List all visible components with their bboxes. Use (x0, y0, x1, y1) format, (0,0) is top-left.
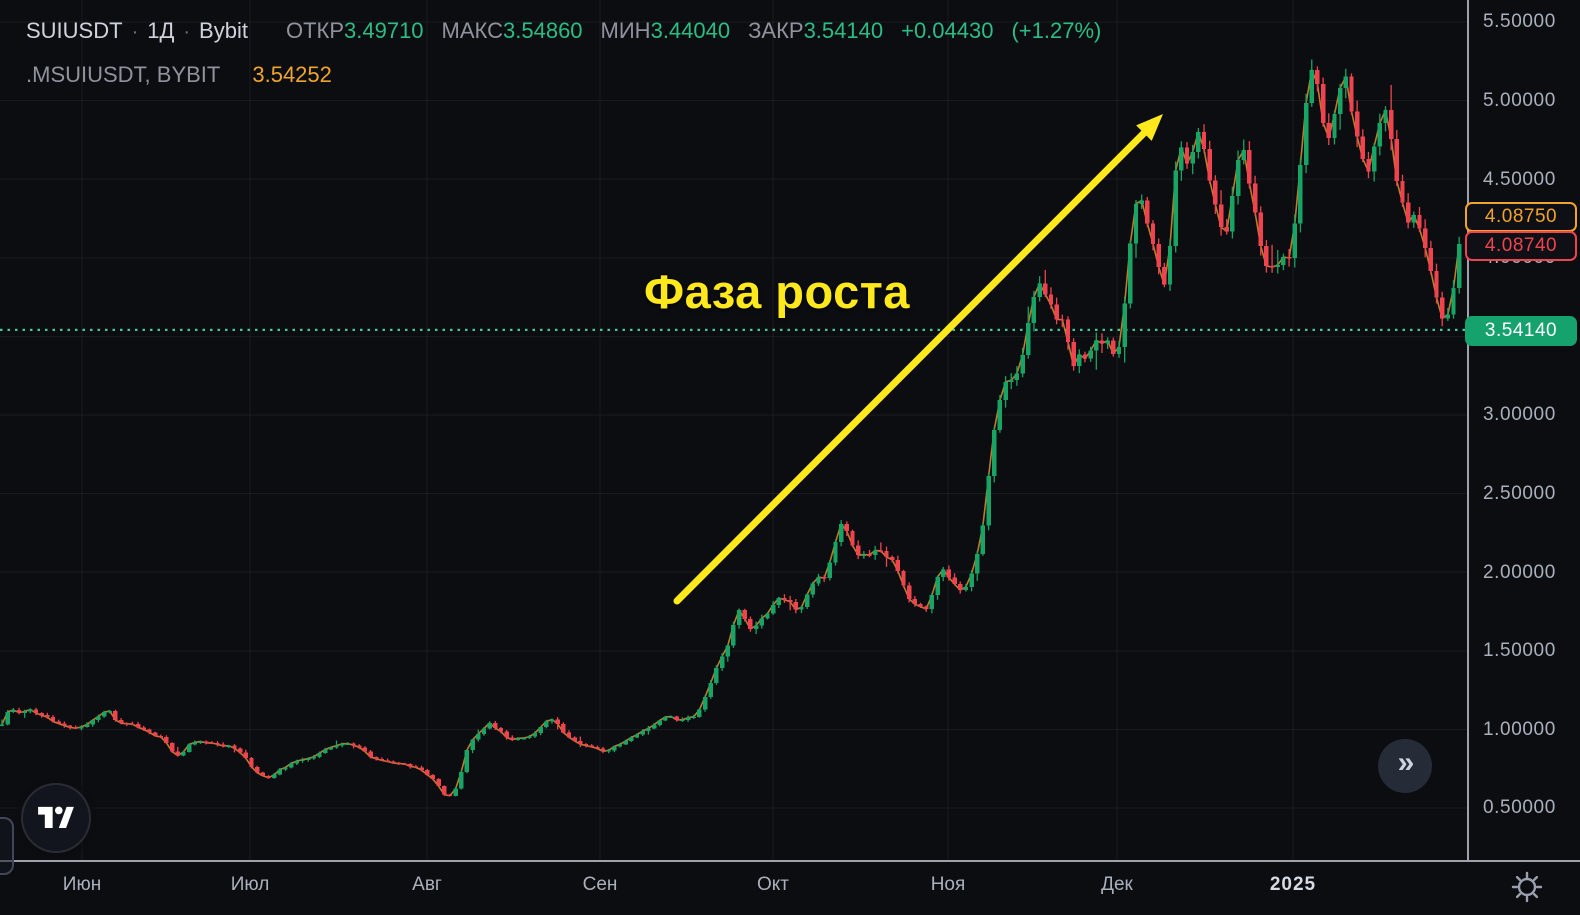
month-label: Июл (230, 874, 270, 895)
growth-arrow[interactable] (673, 114, 1163, 605)
scroll-right-button[interactable]: » (1378, 739, 1432, 793)
appearance-settings-button[interactable] (1508, 868, 1546, 906)
ohlc-open: ОТКР3.49710 (285, 18, 424, 43)
time-axis[interactable]: Июн Июл Авг Сен Окт Ноя Дек 2025 (0, 860, 1580, 915)
tradingview-icon (38, 806, 74, 829)
ohlc-high: МАКС3.54860 (441, 18, 583, 43)
price-axis[interactable]: 0.50000 1.00000 1.50000 2.00000 2.50000 3.000… (1465, 0, 1580, 860)
sun-icon (1511, 871, 1543, 903)
growth-phase-label[interactable]: Фаза роста (644, 265, 910, 318)
price-tick-label: 5.50000 (1483, 11, 1556, 32)
candles (0, 59, 1462, 797)
change-absolute: +0.04430 (901, 18, 994, 43)
interval-label[interactable]: 1Д (147, 18, 175, 43)
month-label: Авг (412, 874, 442, 895)
ohlc-low: МИН3.44040 (600, 18, 731, 43)
grid-lines (0, 0, 1467, 860)
orange-price-badge: 4.08750 (1465, 202, 1577, 232)
month-label: Окт (756, 874, 790, 895)
price-tick-label: 2.50000 (1483, 483, 1556, 504)
price-tick-label: 3.00000 (1483, 404, 1556, 425)
change-percent: (+1.27%) (1011, 18, 1102, 43)
left-edge-button[interactable] (0, 817, 14, 875)
price-tick-label: 2.00000 (1483, 562, 1556, 583)
month-label: Сен (582, 874, 618, 895)
symbol-row[interactable]: SUIUSDT · 1Д · Bybit ОТКР3.49710 МАКС3.5… (26, 18, 1101, 45)
indicator-value: 3.54252 (252, 62, 332, 87)
price-tick-label: 1.50000 (1483, 640, 1556, 661)
legend: SUIUSDT · 1Д · Bybit ОТКР3.49710 МАКС3.5… (26, 18, 1101, 88)
green-price-badge: 3.54140 (1465, 316, 1577, 346)
ohlc-close: ЗАКР3.54140 (748, 18, 884, 43)
separator-dot: · (131, 21, 139, 43)
month-label: Дек (1101, 874, 1133, 895)
red-price-badge: 4.08740 (1465, 231, 1577, 261)
price-tick-label: 5.00000 (1483, 90, 1556, 111)
indicator-row[interactable]: .MSUIUSDT, BYBIT 3.54252 (26, 62, 1101, 88)
exchange-label: Bybit (199, 18, 248, 43)
price-tick-label: 4.50000 (1483, 169, 1556, 190)
year-label: 2025 (1269, 874, 1317, 895)
month-label: Ноя (930, 874, 966, 895)
price-tick-label: 0.50000 (1483, 797, 1556, 818)
tradingview-logo[interactable] (21, 783, 91, 853)
double-chevron-right-icon: » (1397, 746, 1415, 779)
indicator-name[interactable]: .MSUIUSDT, BYBIT (26, 62, 221, 87)
separator-dot: · (183, 21, 191, 43)
month-label: Июн (62, 874, 102, 895)
candlestick-chart[interactable] (0, 0, 1467, 860)
symbol-title[interactable]: SUIUSDT (26, 18, 123, 43)
price-tick-label: 1.00000 (1483, 719, 1556, 740)
